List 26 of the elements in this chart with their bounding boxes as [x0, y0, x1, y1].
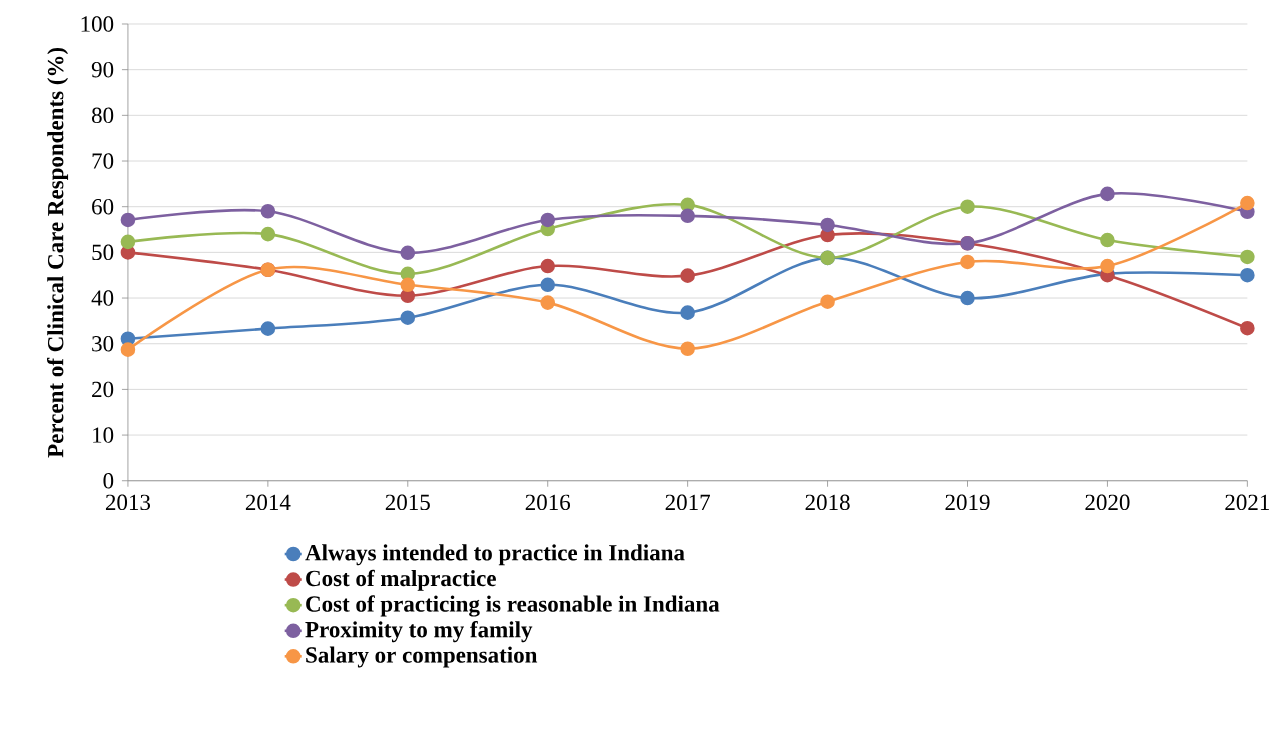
x-tick-label: 2020	[1085, 494, 1130, 511]
x-tick-label: 2016	[525, 494, 571, 511]
legend-label: Salary or compensation	[306, 646, 538, 668]
y-tick-label: 60	[92, 199, 114, 215]
y-tick-label: 10	[93, 427, 114, 444]
legend-label: Cost of malpractice	[306, 569, 496, 591]
y-tick-label: 50	[92, 244, 114, 261]
x-tick-label: 2013	[105, 494, 151, 511]
legend-label: Proximity to my family	[305, 621, 533, 643]
y-tick-label: 30	[92, 336, 114, 352]
y-tick-label: 70	[92, 153, 114, 169]
y-tick-label: 80	[91, 107, 114, 124]
x-tick-label: 2017	[665, 494, 710, 511]
y-tick-label: 40	[91, 290, 114, 306]
y-tick-label: 90	[91, 62, 114, 78]
x-tick-label: 2019	[945, 494, 990, 511]
x-tick-label: 2021	[1225, 494, 1269, 511]
y-tick-label: 0	[103, 473, 114, 489]
y-axis-title: Percent of Clinical Care Respondents (%)	[46, 48, 69, 458]
x-tick-label: 2015	[385, 494, 430, 511]
legend-label: Always intended to practice in Indiana	[305, 544, 685, 566]
y-tick-label: 100	[81, 16, 114, 32]
y-tick-label: 20	[92, 381, 114, 398]
x-tick-label: 2014	[245, 494, 291, 511]
x-tick-label: 2018	[805, 494, 850, 511]
legend-label: Cost of practicing is reasonable in Indiana	[306, 595, 720, 617]
